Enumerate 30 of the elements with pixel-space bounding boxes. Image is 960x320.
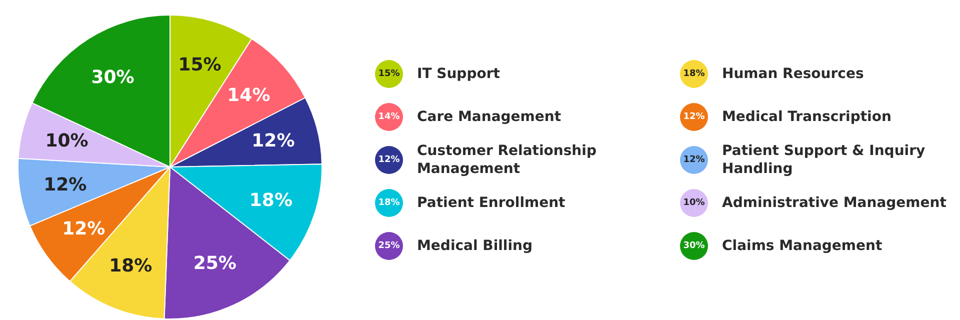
data-label: 12% xyxy=(62,218,106,240)
text: 12% xyxy=(683,112,705,122)
data-label: 10% xyxy=(45,130,88,152)
text: 15% xyxy=(378,68,400,78)
data-label: 30% xyxy=(91,66,134,88)
data-label: 14% xyxy=(227,84,270,106)
legend-label: Medical Transcription xyxy=(722,108,892,126)
text: 12% xyxy=(683,154,705,164)
data-label: 18% xyxy=(109,255,152,276)
text: 25% xyxy=(378,240,400,250)
text: 12% xyxy=(378,154,400,164)
legend-label: Patient Enrollment xyxy=(417,194,566,212)
data-label: 12% xyxy=(252,130,295,152)
data-label: 15% xyxy=(178,54,222,76)
text: 18% xyxy=(683,68,705,78)
text: 18% xyxy=(378,198,400,208)
legend-label: Claims Management xyxy=(722,236,882,254)
data-label: 25% xyxy=(193,252,236,274)
legend-label: Care Management xyxy=(417,108,562,126)
legend-label: IT Support xyxy=(417,64,500,82)
legend-label: Administrative Management xyxy=(722,194,946,212)
data-label: 18% xyxy=(249,190,292,212)
legend-label: Customer Relationship Management xyxy=(417,142,598,178)
text: 30% xyxy=(683,240,705,250)
legend-label: Patient Support & Inquiry Handling xyxy=(722,142,926,178)
legend-label: Human Resources xyxy=(722,64,864,82)
text: 14% xyxy=(378,112,400,122)
legend-label: Medical Billing xyxy=(417,236,533,254)
text: 10% xyxy=(683,198,705,208)
data-label: 12% xyxy=(44,174,87,196)
